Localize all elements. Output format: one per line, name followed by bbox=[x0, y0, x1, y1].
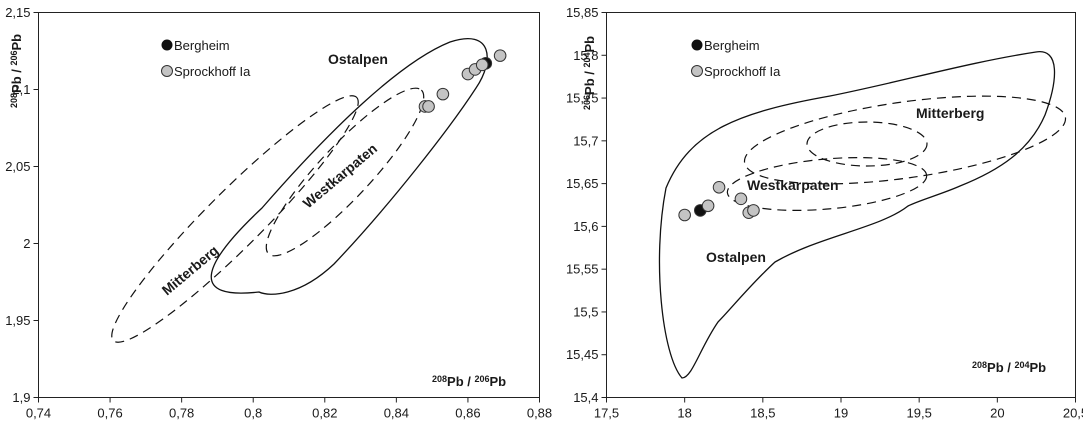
x-tick-label: 0,86 bbox=[455, 406, 480, 421]
legend-label-bergheim: Bergheim bbox=[704, 38, 760, 53]
region-outline-ostalpen bbox=[658, 51, 1056, 379]
chart-right: 17,5 18 18,5 19 19,5 20 20,5 15,4 15,45 15,5 15,55… bbox=[566, 5, 1083, 421]
x-axis-label-left: 208Pb / 206Pb bbox=[432, 374, 506, 389]
y-tick-label: 15,7 bbox=[573, 133, 598, 148]
y-axis-label-right: 206Pb / 204Pb bbox=[582, 36, 597, 110]
x-tick-label: 0,78 bbox=[169, 406, 194, 421]
x-tick-label: 0,76 bbox=[97, 406, 122, 421]
data-point-sprockhoff-ia bbox=[493, 49, 507, 62]
region-outline-mitterberg bbox=[743, 95, 1067, 185]
y-tick-label: 15,4 bbox=[573, 390, 598, 405]
data-point-sprockhoff-ia bbox=[701, 199, 715, 213]
data-point-sprockhoff-ia bbox=[734, 192, 748, 206]
chart-left: 0,74 0,76 0,78 0,8 0,82 0,84 0,86 0,88 1,9 1,95 2 2… bbox=[5, 5, 552, 421]
region-outline-mitterberg bbox=[111, 95, 359, 343]
data-point-sprockhoff-ia bbox=[475, 58, 489, 72]
legend-marker-sprockhoff bbox=[161, 65, 173, 77]
legend-right: Bergheim Sprockhoff Ia bbox=[691, 38, 781, 79]
y-tick-label: 15,75 bbox=[566, 91, 599, 106]
x-tick-label: 19,5 bbox=[907, 406, 932, 421]
y-tick-label: 15,45 bbox=[566, 347, 599, 362]
region-label-westkarpaten: Westkarpaten bbox=[300, 140, 380, 211]
x-tick-label: 0,84 bbox=[384, 406, 409, 421]
x-tick-label: 20 bbox=[990, 406, 1004, 421]
y-tick-label: 15,5 bbox=[573, 304, 598, 319]
x-tick-label: 0,88 bbox=[527, 406, 552, 421]
legend-label-sprockhoff: Sprockhoff Ia bbox=[174, 64, 251, 79]
legend-marker-sprockhoff bbox=[691, 65, 703, 77]
y-axis-label-left: 208Pb / 206Pb bbox=[9, 34, 24, 108]
legend-label-bergheim: Bergheim bbox=[174, 38, 230, 53]
plot-area-left bbox=[38, 12, 540, 398]
legend-marker-bergheim bbox=[691, 39, 703, 51]
data-point-sprockhoff-ia bbox=[436, 87, 450, 101]
plot-area-right bbox=[606, 12, 1076, 398]
x-tick-label: 19 bbox=[834, 406, 848, 421]
region-label-westkarpaten: Westkarpaten bbox=[747, 177, 839, 193]
data-point-sprockhoff-ia bbox=[747, 204, 760, 217]
data-point-sprockhoff-ia bbox=[422, 100, 435, 113]
x-tick-label: 18 bbox=[677, 406, 691, 421]
data-point-sprockhoff-ia bbox=[712, 180, 726, 194]
y-tick-label: 2 bbox=[23, 236, 30, 251]
y-tick-label: 15,65 bbox=[566, 176, 599, 191]
region-outline-ostalpen bbox=[210, 37, 488, 295]
region-label-mitterberg: Mitterberg bbox=[916, 105, 984, 121]
data-point-sprockhoff-ia bbox=[678, 208, 691, 222]
region-label-ostalpen: Ostalpen bbox=[706, 249, 766, 265]
legend-marker-bergheim bbox=[161, 39, 173, 51]
x-tick-label: 20,5 bbox=[1063, 406, 1083, 421]
region-outline-inner bbox=[806, 121, 928, 167]
x-tick-label: 0,82 bbox=[312, 406, 337, 421]
y-tick-label: 2,05 bbox=[5, 159, 30, 174]
y-tick-label: 1,9 bbox=[12, 390, 30, 405]
x-tick-label: 18,5 bbox=[750, 406, 775, 421]
x-axis-label-right: 208Pb / 204Pb bbox=[972, 360, 1046, 375]
x-tick-label: 0,74 bbox=[26, 406, 51, 421]
y-tick-label: 15,55 bbox=[566, 262, 599, 277]
x-tick-label: 0,8 bbox=[244, 406, 262, 421]
y-tick-label: 2,15 bbox=[5, 5, 30, 20]
legend-label-sprockhoff: Sprockhoff Ia bbox=[704, 64, 781, 79]
x-tick-label: 17,5 bbox=[594, 406, 619, 421]
y-tick-label: 2,1 bbox=[12, 82, 30, 97]
region-label-ostalpen: Ostalpen bbox=[328, 51, 388, 67]
y-tick-label: 15,8 bbox=[573, 48, 598, 63]
y-tick-label: 15,6 bbox=[573, 219, 598, 234]
y-tick-label: 15,85 bbox=[566, 5, 599, 20]
y-tick-label: 1,95 bbox=[5, 313, 30, 328]
legend-left: Bergheim Sprockhoff Ia bbox=[161, 38, 251, 79]
region-outline-westkarpaten bbox=[265, 87, 425, 257]
